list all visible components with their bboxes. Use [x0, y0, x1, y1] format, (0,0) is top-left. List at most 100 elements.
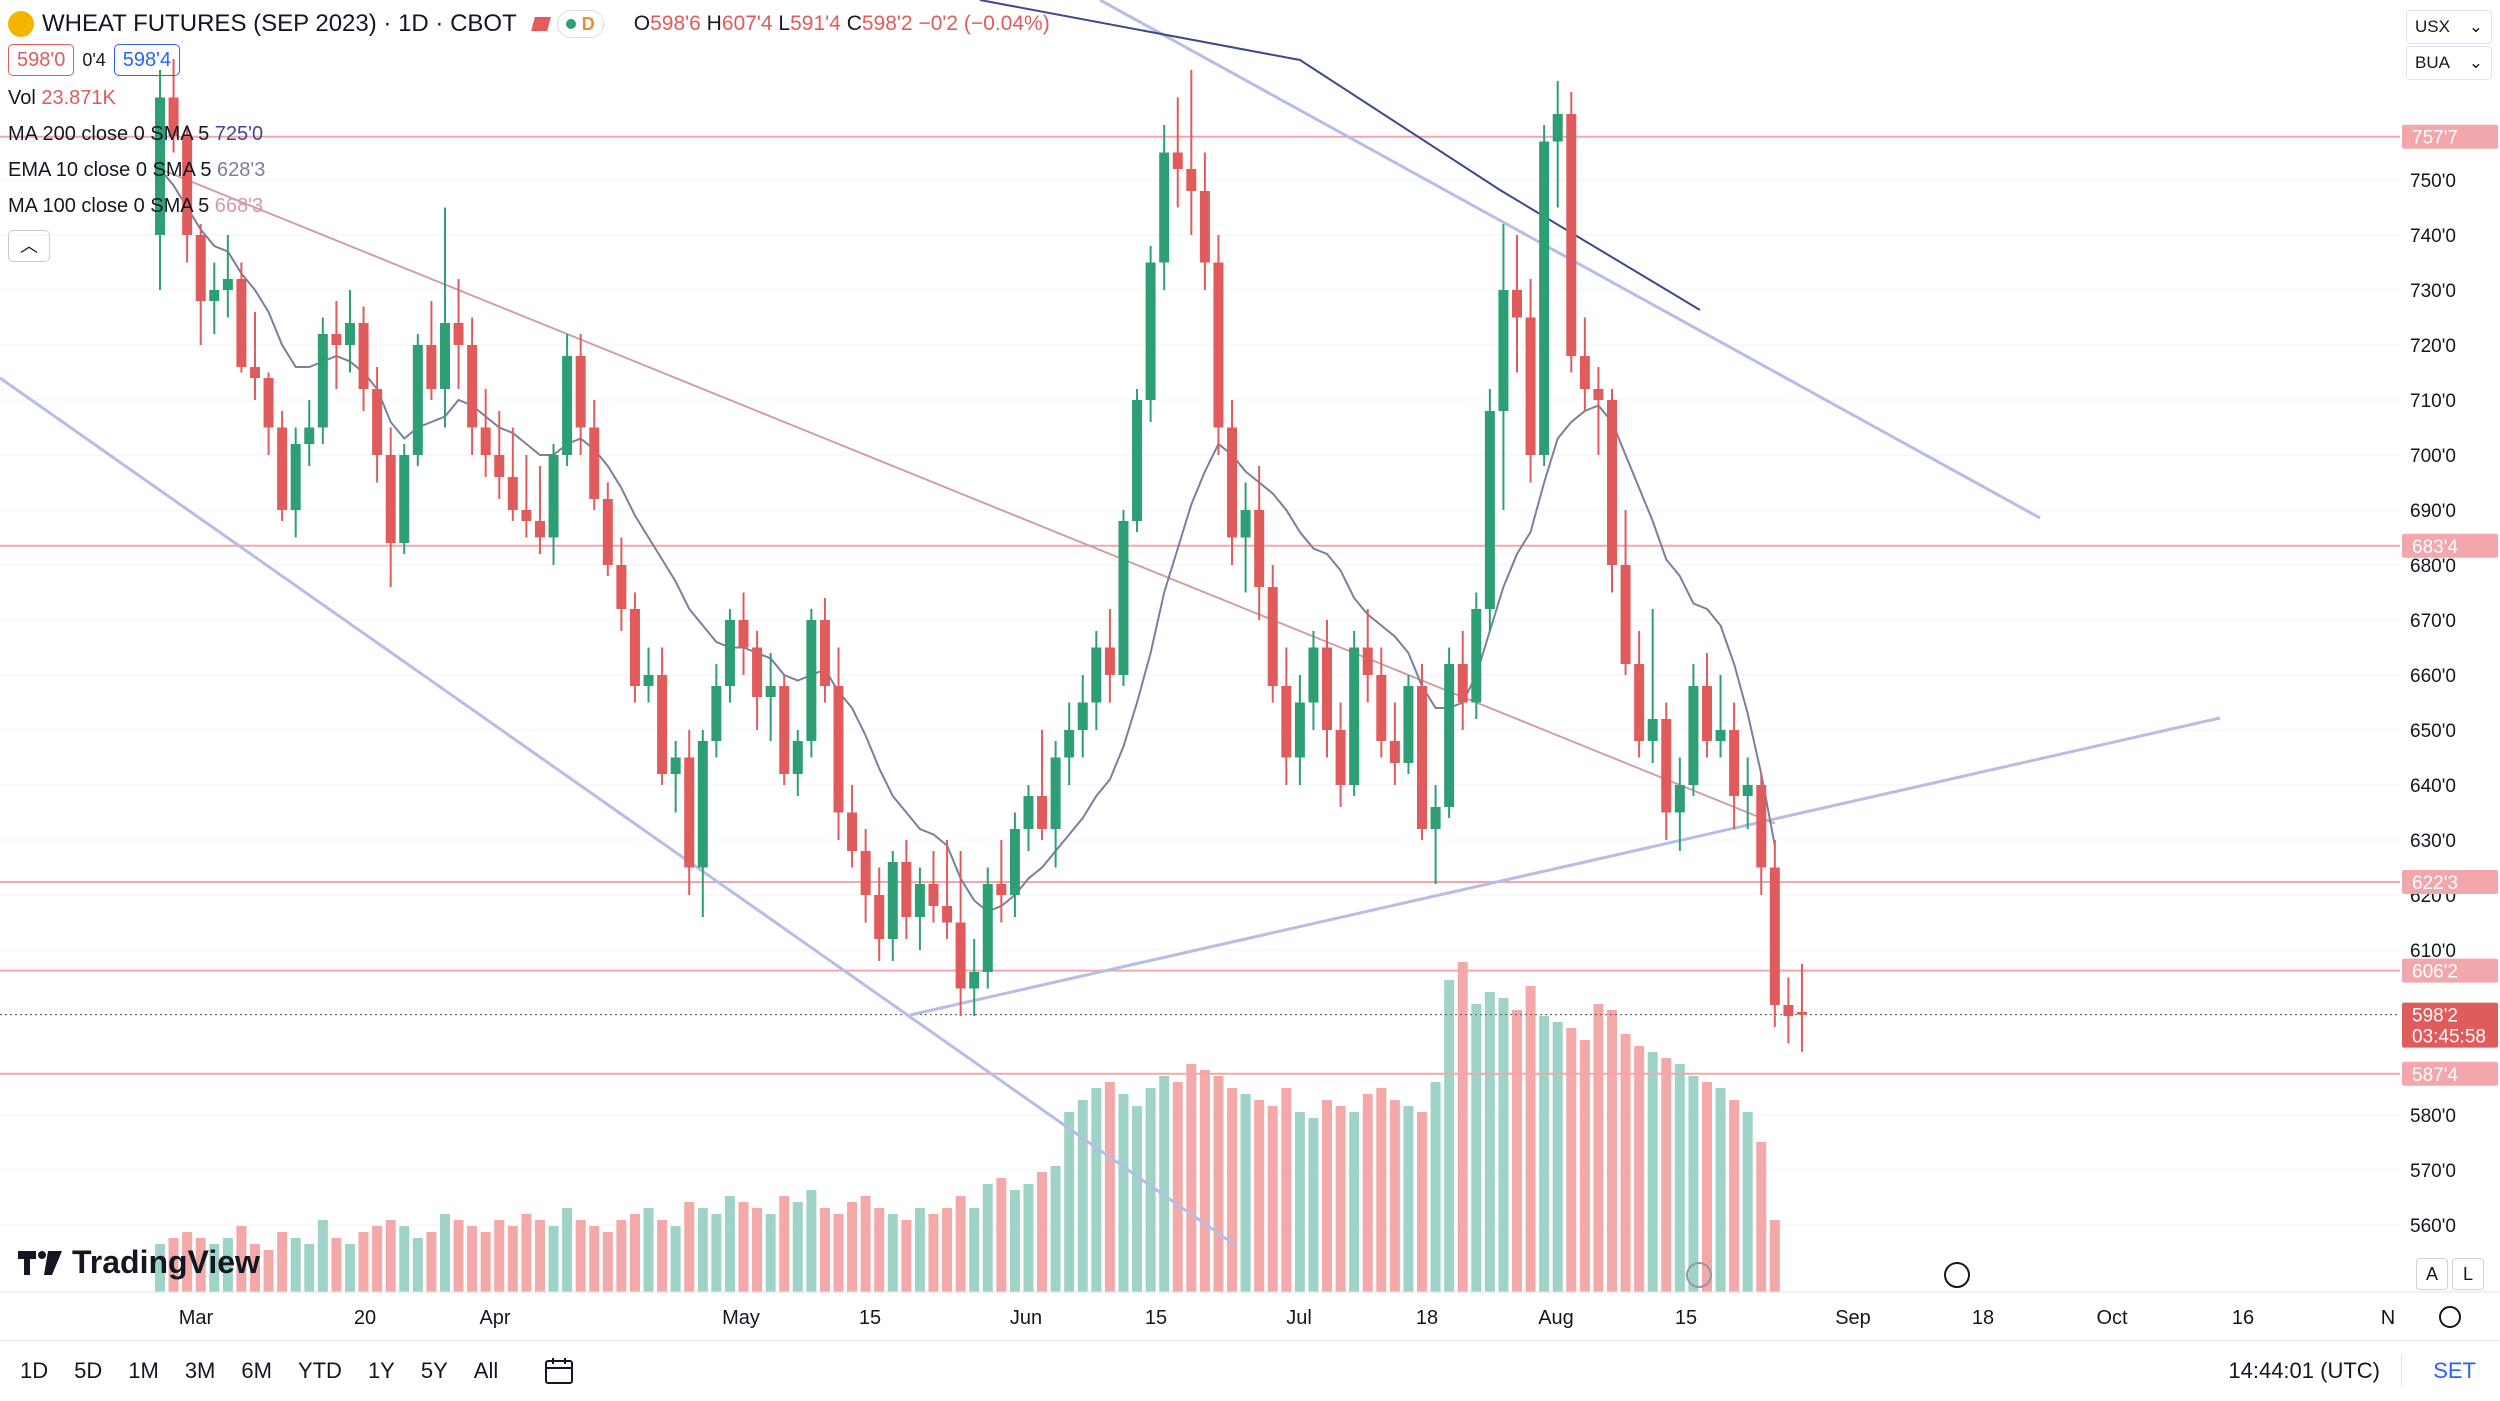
- candle-body: [1593, 389, 1604, 400]
- volume-bar: [1322, 1100, 1333, 1292]
- volume-bar: [1593, 1004, 1604, 1292]
- candle-body: [1132, 400, 1143, 521]
- volume-bar: [439, 1214, 450, 1292]
- indicator-ema10[interactable]: EMA 10 close 0 SMA 5 628'3: [8, 159, 266, 181]
- price-label-last: 598'2: [2412, 1006, 2458, 1027]
- candle-body: [887, 862, 898, 939]
- candle-body: [1227, 427, 1238, 538]
- volume-bar: [1240, 1094, 1251, 1292]
- candle-body: [1566, 114, 1577, 356]
- timeframe-1m[interactable]: 1M: [128, 1358, 159, 1383]
- time-tick-label: 20: [354, 1307, 376, 1329]
- volume-bar: [1227, 1088, 1238, 1292]
- chevron-down-icon: ⌄: [2468, 17, 2483, 36]
- chevron-down-icon: ⌄: [2468, 53, 2483, 72]
- candle-body: [1606, 400, 1617, 565]
- time-tick-label: 15: [1145, 1307, 1167, 1329]
- candle-body: [1525, 317, 1536, 455]
- timeframe-all[interactable]: All: [473, 1358, 499, 1383]
- timeframe-3m[interactable]: 3M: [184, 1358, 216, 1383]
- candle-body: [1104, 647, 1115, 675]
- candle-body: [331, 334, 342, 345]
- candle-body: [1308, 647, 1319, 703]
- candle-body: [1362, 647, 1373, 675]
- indicator-volume[interactable]: Vol 23.871K: [8, 87, 116, 109]
- volume-bar: [1430, 1082, 1441, 1292]
- session-set-button[interactable]: SET: [2433, 1358, 2476, 1383]
- symbol-logo-icon: [8, 11, 34, 37]
- volume-bar: [833, 1214, 844, 1292]
- indicator-ma200[interactable]: MA 200 close 0 SMA 5 725'0: [8, 123, 264, 145]
- date-range-icon[interactable]: [544, 1357, 574, 1385]
- candle-body: [942, 906, 953, 923]
- volume-bar: [263, 1250, 274, 1292]
- candle-body: [304, 427, 315, 444]
- volume-bar: [874, 1208, 885, 1292]
- timeframe-1d[interactable]: 1D: [20, 1358, 49, 1383]
- timeframe-5d[interactable]: 5D: [74, 1358, 103, 1383]
- indicator-ma100[interactable]: MA 100 close 0 SMA 5 668'3: [8, 195, 264, 217]
- candle-body: [1742, 785, 1753, 796]
- volume-bar: [1091, 1088, 1102, 1292]
- candle-body: [168, 97, 179, 136]
- price-tick-label: 700'0: [2410, 446, 2456, 467]
- volume-bar: [521, 1214, 532, 1292]
- volume-bar: [358, 1232, 369, 1292]
- candle-body: [1715, 730, 1726, 741]
- volume-bar: [1634, 1046, 1645, 1292]
- candle-body: [1376, 675, 1387, 741]
- chevron-up-icon: ︿: [20, 236, 38, 256]
- candle-body: [480, 427, 491, 455]
- log-scale-button[interactable]: L: [2452, 1258, 2484, 1290]
- auto-scale-button[interactable]: A: [2416, 1258, 2448, 1290]
- volume-bar: [575, 1220, 586, 1292]
- candle-body: [1471, 609, 1482, 703]
- symbol-title[interactable]: WHEAT FUTURES (SEP 2023) · 1D · CBOT: [42, 10, 517, 37]
- flag-icon[interactable]: [530, 17, 551, 31]
- candle-body: [1009, 829, 1020, 895]
- volume-bar: [209, 1244, 220, 1292]
- volume-bar: [399, 1226, 410, 1292]
- volume-bar: [670, 1226, 681, 1292]
- market-status[interactable]: D: [556, 10, 604, 38]
- unit-select[interactable]: BUA ⌄: [2406, 46, 2492, 80]
- volume-bar: [1620, 1034, 1631, 1292]
- volume-bar: [589, 1226, 600, 1292]
- volume-bar: [1729, 1100, 1740, 1292]
- price-tick-label: 580'0: [2410, 1106, 2456, 1127]
- timeframe-ytd[interactable]: YTD: [297, 1358, 342, 1383]
- candle-body: [643, 675, 654, 686]
- collapse-legend-button[interactable]: ︿: [8, 230, 50, 262]
- volume-bar: [1715, 1088, 1726, 1292]
- candle-body: [616, 565, 627, 609]
- delayed-badge: D: [581, 14, 595, 34]
- volume-bar: [792, 1202, 803, 1292]
- high-value: 607'4: [721, 12, 773, 35]
- volume-bar: [1688, 1076, 1699, 1292]
- volume-bar: [155, 1244, 165, 1292]
- price-chart[interactable]: 750'0 740'0 730'0 720'0 710'0 700'0 690'0 680'0…: [0, 0, 2500, 1340]
- timeframe-6m[interactable]: 6M: [241, 1358, 272, 1383]
- candle-body: [711, 686, 722, 741]
- volume-bar: [1335, 1106, 1346, 1292]
- candle-body: [494, 455, 505, 477]
- candle-body: [1091, 647, 1102, 703]
- price-axis: [2400, 0, 2500, 1290]
- candle-body: [385, 455, 396, 543]
- bid-price[interactable]: 598'0: [8, 44, 75, 76]
- volume-bar: [168, 1238, 179, 1292]
- volume-bar: [847, 1202, 858, 1292]
- currency-select[interactable]: USX ⌄: [2406, 10, 2492, 44]
- time-tick-label: Apr: [479, 1307, 510, 1329]
- ask-price[interactable]: 598'4: [113, 44, 181, 76]
- timeframe-1y[interactable]: 1Y: [367, 1358, 395, 1383]
- utc-clock[interactable]: 14:44:01 (UTC): [2228, 1358, 2380, 1383]
- volume-bar: [1186, 1064, 1197, 1292]
- time-tick-label: Jul: [1286, 1307, 1312, 1329]
- candle-body: [901, 862, 912, 917]
- candle-body: [996, 884, 1007, 895]
- candle-body: [779, 686, 790, 774]
- candle-body: [1661, 719, 1672, 813]
- candle-body: [1254, 510, 1265, 587]
- timeframe-5y[interactable]: 5Y: [420, 1358, 448, 1383]
